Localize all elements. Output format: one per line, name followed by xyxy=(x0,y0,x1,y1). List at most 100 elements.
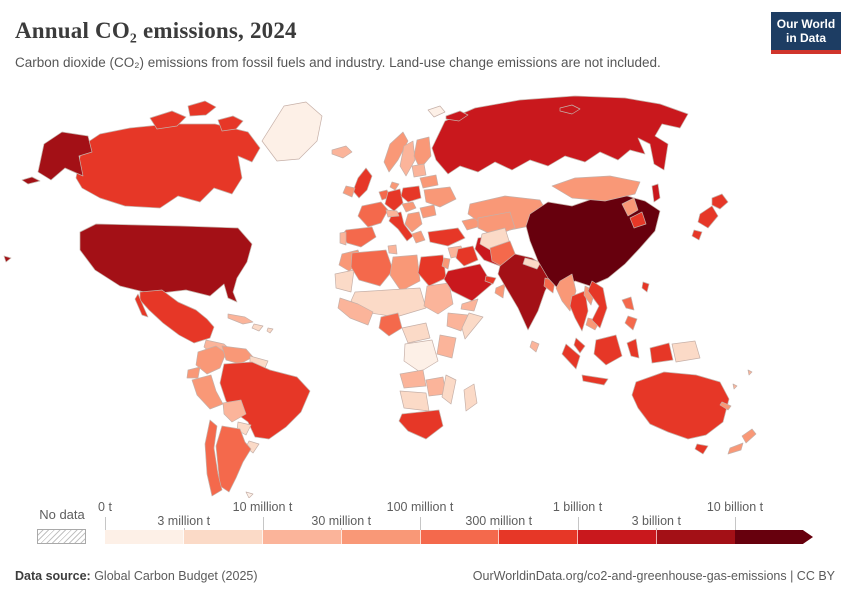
legend-bin-5[interactable] xyxy=(499,530,579,544)
region-tunisia[interactable] xyxy=(387,244,398,255)
region-nigeria[interactable] xyxy=(378,312,403,337)
region-argentina[interactable] xyxy=(215,425,252,493)
region-iraq[interactable] xyxy=(455,245,479,267)
region-uk[interactable] xyxy=(352,167,373,199)
region-egypt[interactable] xyxy=(417,254,447,287)
legend-arrow-bin[interactable] xyxy=(735,530,813,544)
region-colombia[interactable] xyxy=(195,345,227,375)
region-mozambique[interactable] xyxy=(441,374,457,405)
region-south-korea[interactable] xyxy=(629,211,647,229)
region-south-africa[interactable] xyxy=(398,409,444,440)
region-vietnam[interactable] xyxy=(587,280,608,329)
region-sweden[interactable] xyxy=(399,140,416,177)
region-sudan[interactable] xyxy=(423,282,454,315)
region-hawaii[interactable] xyxy=(3,255,12,263)
region-chile[interactable] xyxy=(204,419,223,497)
region-taiwan[interactable] xyxy=(641,281,650,293)
region-balkans[interactable] xyxy=(404,211,423,233)
region-nz-north[interactable] xyxy=(741,428,757,444)
region-turkey[interactable] xyxy=(427,227,466,247)
region-papua[interactable] xyxy=(649,342,674,364)
region-canada-arctic[interactable] xyxy=(149,110,187,130)
region-romania[interactable] xyxy=(419,204,437,219)
region-madagascar[interactable] xyxy=(463,383,478,412)
region-portugal[interactable] xyxy=(339,231,347,246)
region-borneo[interactable] xyxy=(593,334,623,366)
region-novaya-zemlya[interactable] xyxy=(445,110,469,122)
footer-url[interactable]: OurWorldinData.org/co2-and-greenhouse-ga… xyxy=(472,569,835,583)
region-australia[interactable] xyxy=(631,371,730,440)
region-severnaya-zemlya[interactable] xyxy=(559,104,581,115)
region-finland[interactable] xyxy=(413,136,432,170)
legend-bin-1[interactable] xyxy=(183,530,263,544)
region-tasmania[interactable] xyxy=(694,443,709,455)
region-sakhalin[interactable] xyxy=(651,183,661,203)
region-japan-honshu[interactable] xyxy=(697,205,719,229)
region-east-africa[interactable] xyxy=(436,334,457,359)
region-algeria[interactable] xyxy=(350,249,394,287)
region-belarus[interactable] xyxy=(419,174,439,189)
region-namibia-botswana[interactable] xyxy=(399,390,430,412)
region-greenland[interactable] xyxy=(261,101,323,162)
region-sumatra[interactable] xyxy=(561,343,581,370)
region-cuba[interactable] xyxy=(227,313,254,325)
region-papua-new-guinea[interactable] xyxy=(671,340,701,363)
no-data-swatch[interactable] xyxy=(37,529,86,544)
region-new-caledonia[interactable] xyxy=(719,401,732,411)
region-usa[interactable] xyxy=(79,223,253,303)
region-baja[interactable] xyxy=(134,293,149,318)
region-canada-arctic[interactable] xyxy=(217,115,244,132)
legend-bin-2[interactable] xyxy=(262,530,342,544)
region-nz-south[interactable] xyxy=(727,442,744,455)
region-west-africa[interactable] xyxy=(337,297,374,326)
region-angola[interactable] xyxy=(399,369,427,389)
region-bolivia[interactable] xyxy=(222,399,247,423)
region-java[interactable] xyxy=(581,374,609,386)
region-baltics[interactable] xyxy=(411,163,427,178)
region-alaska[interactable] xyxy=(37,131,93,181)
region-yemen[interactable] xyxy=(460,298,479,312)
region-norway[interactable] xyxy=(383,131,409,173)
legend-bin-0[interactable] xyxy=(105,530,184,544)
region-denmark[interactable] xyxy=(389,181,400,191)
region-ecuador[interactable] xyxy=(186,366,201,379)
region-japan-hokkaido[interactable] xyxy=(711,193,729,210)
region-central-africa[interactable] xyxy=(401,322,431,344)
region-falklands[interactable] xyxy=(245,491,254,499)
region-oman[interactable] xyxy=(494,283,506,299)
region-canada-arctic[interactable] xyxy=(187,100,217,117)
region-india[interactable] xyxy=(497,253,553,331)
region-malaysia[interactable] xyxy=(573,337,586,354)
region-nepal[interactable] xyxy=(522,257,542,270)
region-philippines-luzon[interactable] xyxy=(621,296,635,311)
legend-bin-4[interactable] xyxy=(420,530,500,544)
region-hispaniola[interactable] xyxy=(251,323,264,332)
region-alpine[interactable] xyxy=(385,209,400,218)
region-spain[interactable] xyxy=(341,226,377,248)
region-mongolia[interactable] xyxy=(551,175,641,202)
region-philippines-mindanao[interactable] xyxy=(624,315,638,331)
region-italy[interactable] xyxy=(388,211,414,242)
region-mexico[interactable] xyxy=(139,289,215,344)
legend-bin-3[interactable] xyxy=(341,530,421,544)
region-ireland[interactable] xyxy=(342,185,356,198)
region-germany[interactable] xyxy=(384,188,404,212)
region-brazil[interactable] xyxy=(219,361,311,440)
region-gulf-states[interactable] xyxy=(484,275,497,285)
region-iceland[interactable] xyxy=(331,145,353,159)
region-svalbard[interactable] xyxy=(427,105,446,118)
region-sri-lanka[interactable] xyxy=(529,340,540,353)
region-czechia[interactable] xyxy=(401,201,417,213)
region-greece[interactable] xyxy=(411,230,426,244)
region-france[interactable] xyxy=(357,201,389,228)
region-japan-kyushu[interactable] xyxy=(691,229,703,241)
region-ukraine[interactable] xyxy=(423,186,457,208)
region-drc[interactable] xyxy=(403,339,439,373)
region-libya[interactable] xyxy=(389,254,421,292)
region-north-korea[interactable] xyxy=(621,197,639,217)
region-poland[interactable] xyxy=(400,185,422,203)
region-mauritania[interactable] xyxy=(334,269,355,293)
region-caribbean[interactable] xyxy=(266,327,274,334)
legend-bin-6[interactable] xyxy=(578,530,658,544)
region-fiji[interactable] xyxy=(732,383,738,390)
